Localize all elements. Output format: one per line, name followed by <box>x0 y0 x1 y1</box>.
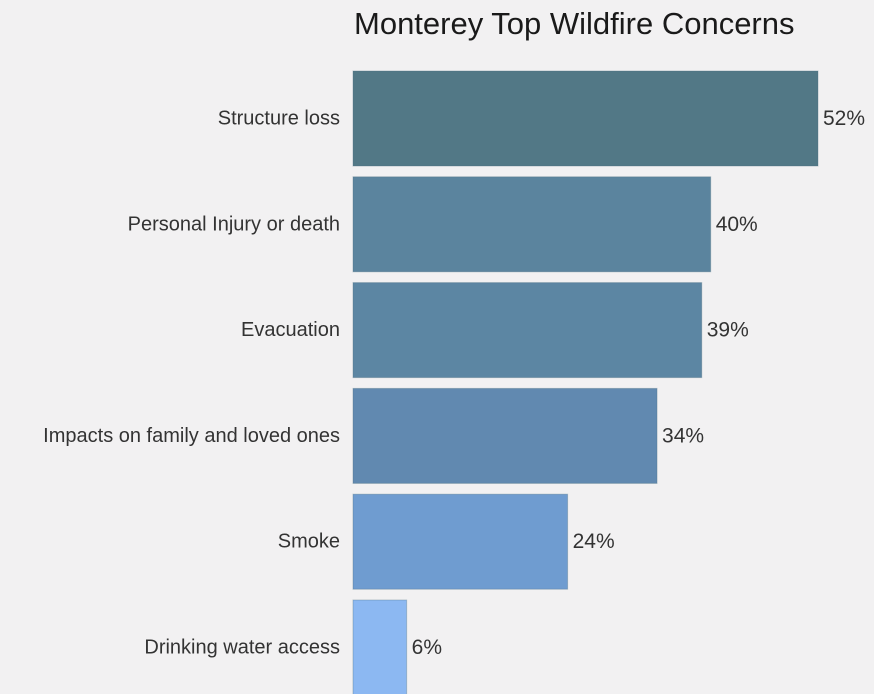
value-label: 40% <box>716 213 758 236</box>
value-label: 39% <box>707 319 749 342</box>
chart-title: Monterey Top Wildfire Concerns <box>354 6 795 41</box>
value-label: 34% <box>662 424 704 447</box>
bar <box>352 176 712 273</box>
category-labels-layer: Structure loss Personal Injury or death Ev… <box>43 108 340 659</box>
value-label: 6% <box>412 636 442 659</box>
bar <box>352 493 569 590</box>
bar <box>352 70 819 167</box>
value-labels-layer: 52% 40% 39% 34% 24% 6% <box>412 107 865 659</box>
bar <box>352 282 703 379</box>
category-label: Drinking water access <box>144 637 340 659</box>
category-label: Structure loss <box>218 108 340 130</box>
bars-layer <box>352 70 819 694</box>
category-label: Personal Injury or death <box>128 213 340 235</box>
value-label: 52% <box>823 107 865 130</box>
bar <box>352 387 658 484</box>
bar <box>352 599 408 694</box>
category-label: Smoke <box>278 531 340 553</box>
category-label: Evacuation <box>241 319 340 341</box>
category-label: Impacts on family and loved ones <box>43 425 340 447</box>
value-label: 24% <box>573 530 615 553</box>
